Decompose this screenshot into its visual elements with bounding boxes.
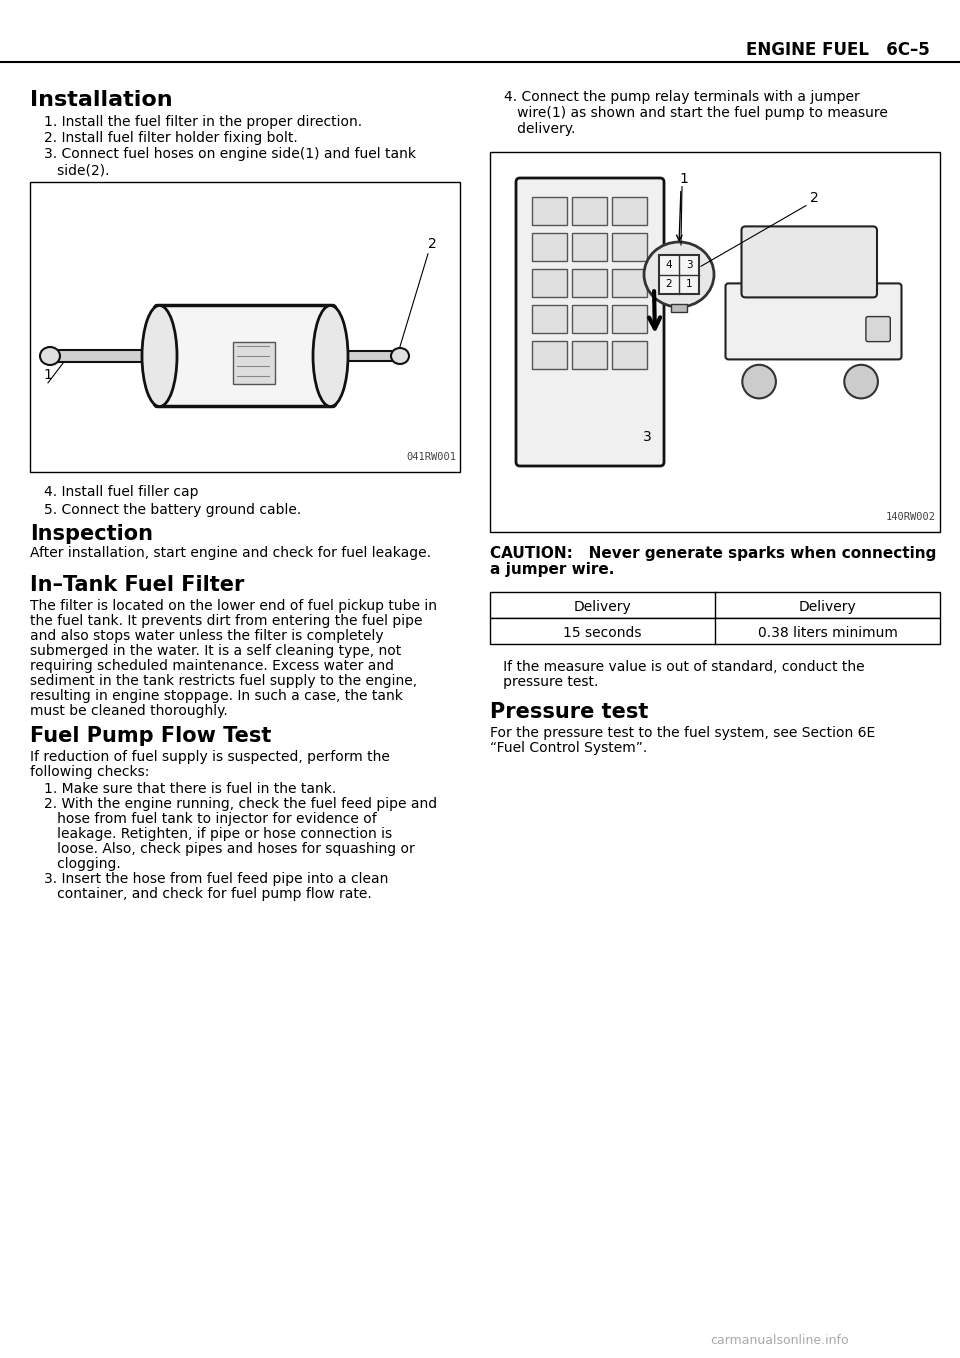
- Bar: [671, 304, 687, 312]
- Text: 1. Make sure that there is fuel in the tank.: 1. Make sure that there is fuel in the t…: [44, 782, 336, 796]
- FancyBboxPatch shape: [516, 178, 664, 466]
- Bar: [233, 342, 275, 384]
- Circle shape: [844, 365, 877, 398]
- Text: Delivery: Delivery: [574, 600, 632, 614]
- Bar: [50, 350, 162, 363]
- Bar: [659, 255, 699, 293]
- Text: 15 seconds: 15 seconds: [564, 626, 641, 640]
- Text: 3. Connect fuel hoses on engine side(1) and fuel tank: 3. Connect fuel hoses on engine side(1) …: [44, 147, 416, 162]
- Text: “Fuel Control System”.: “Fuel Control System”.: [490, 741, 647, 755]
- Text: 4: 4: [665, 259, 672, 270]
- Text: leakage. Retighten, if pipe or hose connection is: leakage. Retighten, if pipe or hose conn…: [44, 827, 392, 841]
- Text: 1: 1: [680, 171, 688, 186]
- Ellipse shape: [644, 242, 714, 307]
- Text: 4. Connect the pump relay terminals with a jumper: 4. Connect the pump relay terminals with…: [504, 90, 860, 105]
- Text: After installation, start engine and check for fuel leakage.: After installation, start engine and che…: [30, 546, 431, 559]
- Text: 3. Insert the hose from fuel feed pipe into a clean: 3. Insert the hose from fuel feed pipe i…: [44, 872, 389, 885]
- Bar: [532, 341, 567, 369]
- Text: a jumper wire.: a jumper wire.: [490, 562, 614, 577]
- Text: If the measure value is out of standard, conduct the: If the measure value is out of standard,…: [490, 660, 865, 674]
- Text: 140RW002: 140RW002: [886, 512, 936, 521]
- Text: 0.38 liters minimum: 0.38 liters minimum: [757, 626, 898, 640]
- FancyBboxPatch shape: [726, 284, 901, 360]
- Ellipse shape: [40, 348, 60, 365]
- Text: submerged in the water. It is a self cleaning type, not: submerged in the water. It is a self cle…: [30, 644, 401, 659]
- FancyBboxPatch shape: [741, 227, 877, 297]
- Bar: [572, 197, 607, 225]
- Text: must be cleaned thoroughly.: must be cleaned thoroughly.: [30, 703, 228, 718]
- Bar: [532, 269, 567, 297]
- Text: pressure test.: pressure test.: [490, 675, 598, 689]
- FancyBboxPatch shape: [155, 306, 335, 406]
- Ellipse shape: [391, 348, 409, 364]
- Text: Inspection: Inspection: [30, 524, 153, 545]
- Text: 2. With the engine running, check the fuel feed pipe and: 2. With the engine running, check the fu…: [44, 797, 437, 811]
- Text: side(2).: side(2).: [44, 163, 109, 177]
- Circle shape: [742, 365, 776, 398]
- Text: Installation: Installation: [30, 90, 173, 110]
- Text: 2: 2: [665, 280, 672, 289]
- Text: Pressure test: Pressure test: [490, 702, 648, 722]
- Text: resulting in engine stoppage. In such a case, the tank: resulting in engine stoppage. In such a …: [30, 689, 403, 703]
- Text: ENGINE FUEL   6C–5: ENGINE FUEL 6C–5: [746, 41, 930, 58]
- Text: 2: 2: [427, 236, 437, 251]
- Text: delivery.: delivery.: [504, 122, 575, 136]
- Text: following checks:: following checks:: [30, 765, 150, 779]
- Text: 5. Connect the battery ground cable.: 5. Connect the battery ground cable.: [44, 502, 301, 517]
- Bar: [572, 341, 607, 369]
- Text: hose from fuel tank to injector for evidence of: hose from fuel tank to injector for evid…: [44, 812, 376, 826]
- Bar: [612, 306, 647, 333]
- Ellipse shape: [313, 306, 348, 406]
- Bar: [532, 306, 567, 333]
- Text: Fuel Pump Flow Test: Fuel Pump Flow Test: [30, 727, 272, 746]
- Bar: [572, 269, 607, 297]
- Text: CAUTION:   Never generate sparks when connecting: CAUTION: Never generate sparks when conn…: [490, 546, 936, 561]
- Text: container, and check for fuel pump flow rate.: container, and check for fuel pump flow …: [44, 887, 372, 900]
- Text: loose. Also, check pipes and hoses for squashing or: loose. Also, check pipes and hoses for s…: [44, 842, 415, 856]
- Text: 041RW001: 041RW001: [406, 452, 456, 462]
- Bar: [490, 592, 940, 618]
- Bar: [572, 306, 607, 333]
- Bar: [532, 234, 567, 261]
- Text: 3: 3: [685, 259, 692, 270]
- Text: 4. Install fuel filler cap: 4. Install fuel filler cap: [44, 485, 199, 498]
- Text: sediment in the tank restricts fuel supply to the engine,: sediment in the tank restricts fuel supp…: [30, 674, 418, 689]
- Text: 2: 2: [809, 190, 818, 205]
- Bar: [532, 197, 567, 225]
- Bar: [30, 182, 460, 473]
- Bar: [572, 234, 607, 261]
- Text: The filter is located on the lower end of fuel pickup tube in: The filter is located on the lower end o…: [30, 599, 437, 612]
- Bar: [612, 269, 647, 297]
- Bar: [612, 197, 647, 225]
- Text: 1: 1: [685, 280, 692, 289]
- Text: For the pressure test to the fuel system, see Section 6E: For the pressure test to the fuel system…: [490, 727, 876, 740]
- FancyBboxPatch shape: [866, 316, 890, 342]
- Text: wire(1) as shown and start the fuel pump to measure: wire(1) as shown and start the fuel pump…: [504, 106, 888, 120]
- Text: 1: 1: [43, 368, 53, 382]
- Text: 3: 3: [643, 430, 652, 444]
- Bar: [490, 618, 940, 644]
- Bar: [612, 234, 647, 261]
- Text: and also stops water unless the filter is completely: and also stops water unless the filter i…: [30, 629, 384, 642]
- Text: 2. Install fuel filter holder fixing bolt.: 2. Install fuel filter holder fixing bol…: [44, 130, 298, 145]
- Text: the fuel tank. It prevents dirt from entering the fuel pipe: the fuel tank. It prevents dirt from ent…: [30, 614, 422, 627]
- Bar: [490, 152, 940, 532]
- Bar: [327, 350, 400, 361]
- Text: clogging.: clogging.: [44, 857, 121, 870]
- Ellipse shape: [142, 306, 177, 406]
- Bar: [612, 341, 647, 369]
- Text: Delivery: Delivery: [799, 600, 856, 614]
- Text: requiring scheduled maintenance. Excess water and: requiring scheduled maintenance. Excess …: [30, 659, 394, 674]
- Text: In–Tank Fuel Filter: In–Tank Fuel Filter: [30, 574, 245, 595]
- Text: 1. Install the fuel filter in the proper direction.: 1. Install the fuel filter in the proper…: [44, 115, 362, 129]
- Text: carmanualsonline.info: carmanualsonline.info: [710, 1334, 850, 1347]
- Text: If reduction of fuel supply is suspected, perform the: If reduction of fuel supply is suspected…: [30, 750, 390, 765]
